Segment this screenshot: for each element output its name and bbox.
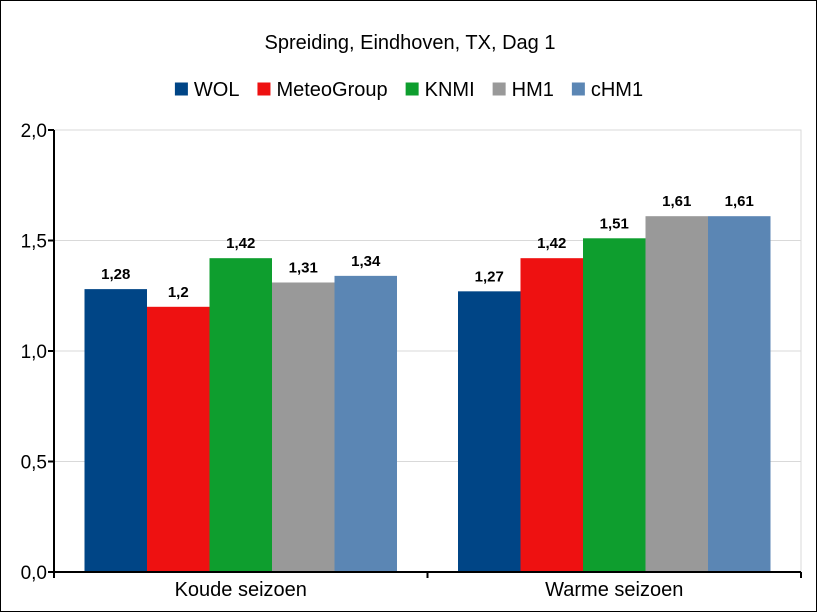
data-label: 1,51 — [600, 215, 629, 232]
legend-swatch-hm1 — [492, 82, 506, 96]
y-tick-label: 1,5 — [21, 232, 47, 253]
bar-hm1-1 — [272, 282, 335, 572]
legend-swatch-chm1 — [571, 82, 585, 96]
chart-title: Spreiding, Eindhoven, TX, Dag 1 — [265, 32, 556, 54]
bar-chm1-1 — [334, 275, 397, 572]
y-tick-label: 1,0 — [21, 342, 47, 363]
y-tick-label: 0,5 — [21, 453, 47, 474]
bar-wol-2 — [458, 291, 521, 572]
legend-label-meteogroup: MeteoGroup — [276, 79, 387, 101]
bar-knmi-2 — [583, 238, 646, 573]
bar-hm1-2 — [645, 216, 708, 572]
data-label: 1,42 — [226, 235, 255, 252]
data-label: 1,31 — [289, 259, 318, 276]
legend-swatch-knmi — [405, 82, 419, 96]
legend-swatch-meteogroup — [257, 82, 271, 96]
data-label: 1,27 — [475, 268, 504, 285]
bar-meteogroup-2 — [520, 258, 583, 572]
legend-label-wol: WOL — [194, 79, 240, 101]
data-label: 1,61 — [662, 193, 691, 210]
bar-knmi-1 — [209, 258, 272, 572]
legend-label-chm1: cHM1 — [591, 79, 643, 101]
bar-wol-1 — [84, 289, 147, 572]
data-labels: 1,28 1,2 1,42 1,31 1,34 1,27 1,42 1,51 1,61 1,61 — [101, 193, 754, 301]
data-label: 1,2 — [168, 284, 189, 301]
y-tick-label: 0,0 — [21, 563, 47, 584]
data-label: 1,34 — [351, 253, 381, 270]
legend-label-hm1: HM1 — [512, 79, 554, 101]
legend: WOL MeteoGroup KNMI HM1 cHM1 — [174, 79, 643, 101]
bar-meteogroup-1 — [147, 306, 210, 572]
bar-chm1-2 — [708, 216, 771, 572]
bars — [84, 216, 771, 573]
x-category-label: Warme seizoen — [545, 579, 683, 601]
legend-swatch-wol — [174, 82, 188, 96]
x-category-label: Koude seizoen — [175, 579, 307, 601]
data-label: 1,42 — [537, 235, 566, 252]
legend-label-knmi: KNMI — [425, 79, 475, 101]
data-label: 1,28 — [101, 266, 130, 283]
axes: 0,0 0,5 1,0 1,5 2,0 Koude seizoen Warme seizoe… — [21, 121, 802, 601]
y-tick-label: 2,0 — [21, 121, 47, 142]
data-label: 1,61 — [725, 193, 754, 210]
